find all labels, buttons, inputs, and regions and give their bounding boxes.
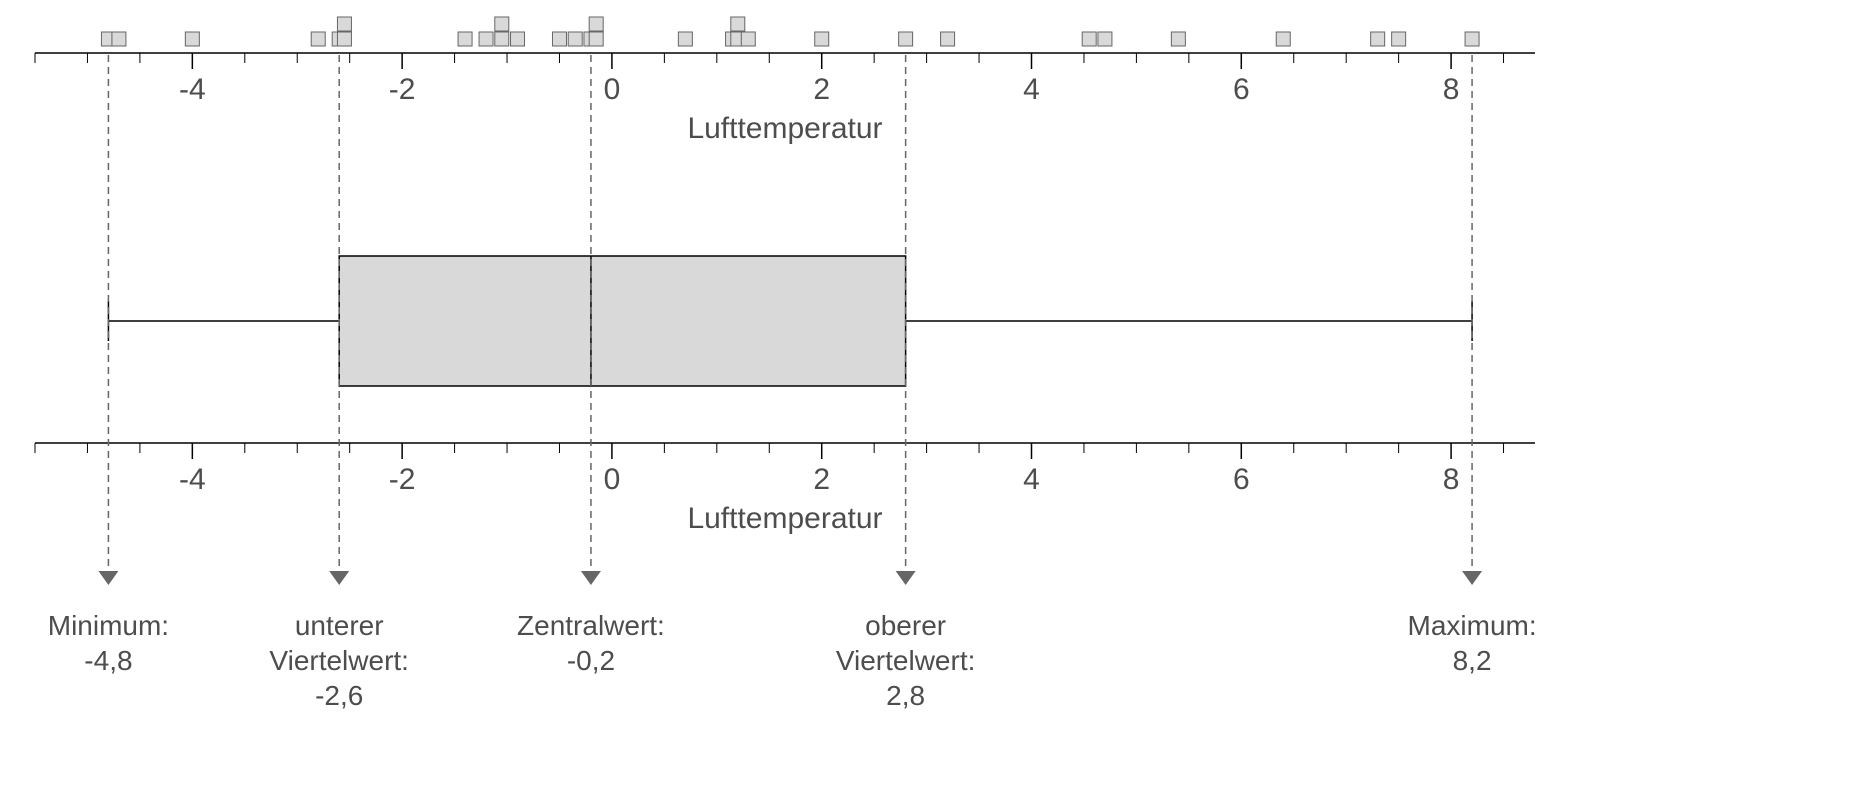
data-point — [589, 17, 603, 31]
annotation-label: Zentralwert: — [517, 610, 665, 641]
data-point — [112, 32, 126, 46]
data-point — [1392, 32, 1406, 46]
tick-label: 6 — [1233, 73, 1250, 106]
annotation-label: -4,8 — [84, 645, 132, 676]
data-point — [495, 32, 509, 46]
tick-label: 2 — [813, 73, 830, 106]
annotation-label: oberer — [865, 610, 946, 641]
top-axis-title: Lufttemperatur — [687, 112, 882, 145]
data-point — [568, 32, 582, 46]
annotation-label: Viertelwert: — [269, 645, 409, 676]
data-point — [741, 32, 755, 46]
tick-label: -2 — [389, 463, 416, 496]
data-point — [1098, 32, 1112, 46]
tick-label: 8 — [1443, 463, 1460, 496]
data-point — [311, 32, 325, 46]
boxplot-chart: -4 -2 0 2 4 6 8 Lufttemperatur -4 -2 0 2 4 6 8 Lufttemp… — [0, 0, 1870, 804]
data-point — [589, 32, 603, 46]
data-point — [1276, 32, 1290, 46]
tick-label: 4 — [1023, 73, 1040, 106]
data-point — [941, 32, 955, 46]
arrow-down-icon — [581, 571, 601, 585]
data-point — [185, 32, 199, 46]
arrow-down-icon — [329, 571, 349, 585]
tick-label: 2 — [813, 463, 830, 496]
arrow-down-icon — [98, 571, 118, 585]
bottom-axis-title: Lufttemperatur — [687, 502, 882, 535]
data-point — [678, 32, 692, 46]
arrow-down-icon — [1462, 571, 1482, 585]
tick-label: -2 — [389, 73, 416, 106]
data-point — [815, 32, 829, 46]
arrow-down-icon — [896, 571, 916, 585]
data-point — [731, 17, 745, 31]
data-point — [552, 32, 566, 46]
data-point — [337, 32, 351, 46]
data-point — [899, 32, 913, 46]
data-point — [479, 32, 493, 46]
annotation-label: -2,6 — [315, 680, 363, 711]
data-point — [1082, 32, 1096, 46]
tick-label: 4 — [1023, 463, 1040, 496]
tick-label: 0 — [604, 463, 621, 496]
annotation-label: 8,2 — [1453, 645, 1492, 676]
annotation-label: Maximum: — [1408, 610, 1537, 641]
data-point — [1465, 32, 1479, 46]
iqr-box — [339, 256, 905, 386]
tick-label: 6 — [1233, 463, 1250, 496]
annotation-label: -0,2 — [567, 645, 615, 676]
tick-label: 0 — [604, 73, 621, 106]
tick-label: 8 — [1443, 73, 1460, 106]
annotation-label: Minimum: — [48, 610, 169, 641]
data-point — [337, 17, 351, 31]
tick-label: -4 — [179, 463, 206, 496]
data-point — [511, 32, 525, 46]
data-point — [495, 17, 509, 31]
data-point — [1371, 32, 1385, 46]
annotation-label: Viertelwert: — [836, 645, 976, 676]
tick-label: -4 — [179, 73, 206, 106]
annotation-label: 2,8 — [886, 680, 925, 711]
data-point — [458, 32, 472, 46]
data-point — [1171, 32, 1185, 46]
annotation-label: unterer — [295, 610, 384, 641]
